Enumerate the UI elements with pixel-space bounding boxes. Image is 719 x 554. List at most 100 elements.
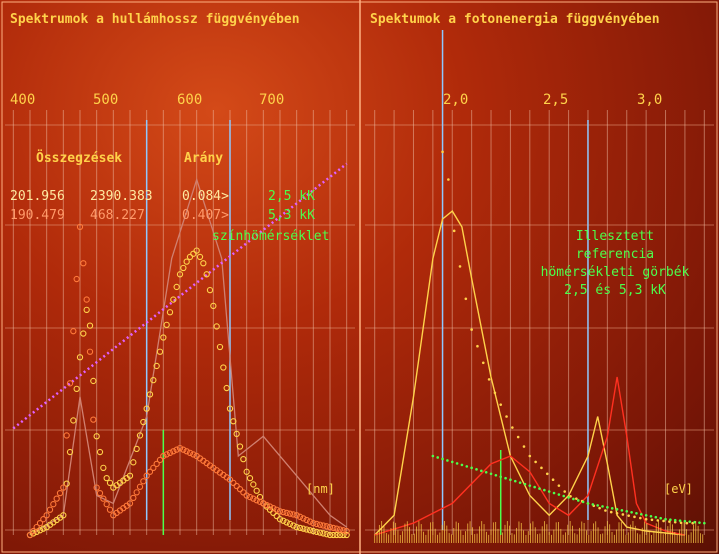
series-orange-point <box>330 524 337 532</box>
series-yellow-point <box>183 258 190 265</box>
series-orange-point <box>100 495 107 502</box>
annotation-line: Illesztett <box>576 229 654 244</box>
series-yellow-point <box>196 253 204 261</box>
series-yellow-point <box>326 531 334 539</box>
row1-temp: 2,5 kK <box>268 189 315 204</box>
series-orange-point <box>230 479 237 487</box>
series-yellow-point <box>303 526 310 533</box>
series-yellow-point <box>166 309 174 316</box>
series-orange-point <box>153 460 160 468</box>
series-orange-point <box>333 525 340 532</box>
series-yellow-point <box>273 512 280 520</box>
series-orange-point <box>166 449 174 456</box>
series-orange-point <box>53 495 60 502</box>
series-orange-point <box>103 501 110 508</box>
series-yellow-point <box>153 362 160 370</box>
series-green-dot <box>698 521 701 524</box>
series-yellow-point <box>140 418 147 426</box>
series-orange-point <box>256 498 264 505</box>
series-yellow-point <box>220 364 227 371</box>
sums-header: Összegzések <box>36 150 122 166</box>
series-yellow-dot <box>685 521 689 525</box>
series-orange-point <box>40 516 47 523</box>
row2-ratio: 0.407> <box>182 208 229 223</box>
series-orange-point <box>156 456 164 464</box>
series-yellow-point <box>203 271 210 278</box>
series-orange-point <box>83 296 90 303</box>
series-yellow-dot <box>540 466 543 470</box>
series-green-dot <box>547 490 551 493</box>
series-orange-point <box>140 478 147 485</box>
series-green-dot <box>673 518 677 522</box>
series-yellow-point <box>133 445 140 453</box>
series-yellow-point <box>93 433 100 440</box>
series-green-dot <box>688 520 692 523</box>
series-orange-point <box>106 506 114 513</box>
series-green-dot <box>460 463 464 467</box>
series-yellow-dot <box>598 506 601 510</box>
series-yellow-dot <box>673 520 677 524</box>
series-yellow-point <box>90 377 97 385</box>
series-yellow-line <box>374 210 685 536</box>
series-yellow-point <box>206 286 214 294</box>
ratio-header: Arány <box>184 151 223 166</box>
series-green-dot <box>576 499 580 502</box>
series-yellow-point <box>190 250 197 257</box>
series-orange-point <box>233 482 240 490</box>
series-yellow-point <box>66 448 74 456</box>
series-yellow-point <box>106 479 114 487</box>
series-orange-point <box>36 520 44 527</box>
series-yellow-point <box>293 523 300 531</box>
series-green-dot <box>513 479 517 483</box>
row1-ratio: 0.084> <box>182 189 229 204</box>
series-yellow-point <box>226 405 234 412</box>
series-yellow-dot <box>656 519 660 522</box>
annotation-line: 2,5 és 5,3 kK <box>564 283 666 298</box>
series-green-dot <box>654 515 658 519</box>
series-orange-point <box>126 500 134 507</box>
series-yellow-point <box>150 377 157 384</box>
series-orange-point <box>273 506 280 513</box>
series-yellow-dot <box>551 478 555 482</box>
row2-sum2: 468.227 <box>90 208 145 223</box>
series-green-dot <box>683 519 687 523</box>
series-yellow-point <box>246 474 254 482</box>
series-green-dot <box>480 469 483 473</box>
series-yellow-point <box>343 531 350 539</box>
series-green-dot <box>620 509 624 512</box>
series-yellow-point <box>300 525 307 532</box>
right-tick-label: 2,0 <box>443 92 468 108</box>
series-orange-point <box>76 223 84 231</box>
series-green-dot <box>543 488 546 492</box>
series-orange-point <box>336 526 344 533</box>
series-yellow-point <box>283 519 290 526</box>
row1-sum2: 2390.383 <box>90 189 153 204</box>
series-green-dot <box>494 473 498 477</box>
series-green-dot <box>659 516 662 520</box>
series-orange-point <box>33 523 40 531</box>
series-orange-point <box>70 328 77 335</box>
series-yellow-dot <box>458 265 462 268</box>
series-yellow-dot <box>604 509 607 512</box>
series-orange-point <box>93 484 100 491</box>
series-orange-point <box>240 489 247 496</box>
series-yellow-point <box>320 530 327 537</box>
series-orange-point <box>186 449 194 456</box>
series-yellow-point <box>83 306 90 313</box>
series-yellow-point <box>266 506 274 513</box>
series-orange-point <box>260 500 267 507</box>
series-orange-point <box>280 508 287 516</box>
series-orange-point <box>26 531 34 539</box>
series-yellow-point <box>103 474 110 482</box>
series-yellow-dot <box>487 378 491 381</box>
series-green-dot <box>552 491 556 495</box>
series-yellow-dot <box>633 515 636 519</box>
series-green-dot <box>470 466 473 470</box>
series-green-dot <box>528 484 532 487</box>
series-yellow-point <box>313 528 320 535</box>
series-orange-point <box>243 492 250 499</box>
series-yellow-dot <box>452 229 456 233</box>
series-green-dot <box>669 518 672 521</box>
